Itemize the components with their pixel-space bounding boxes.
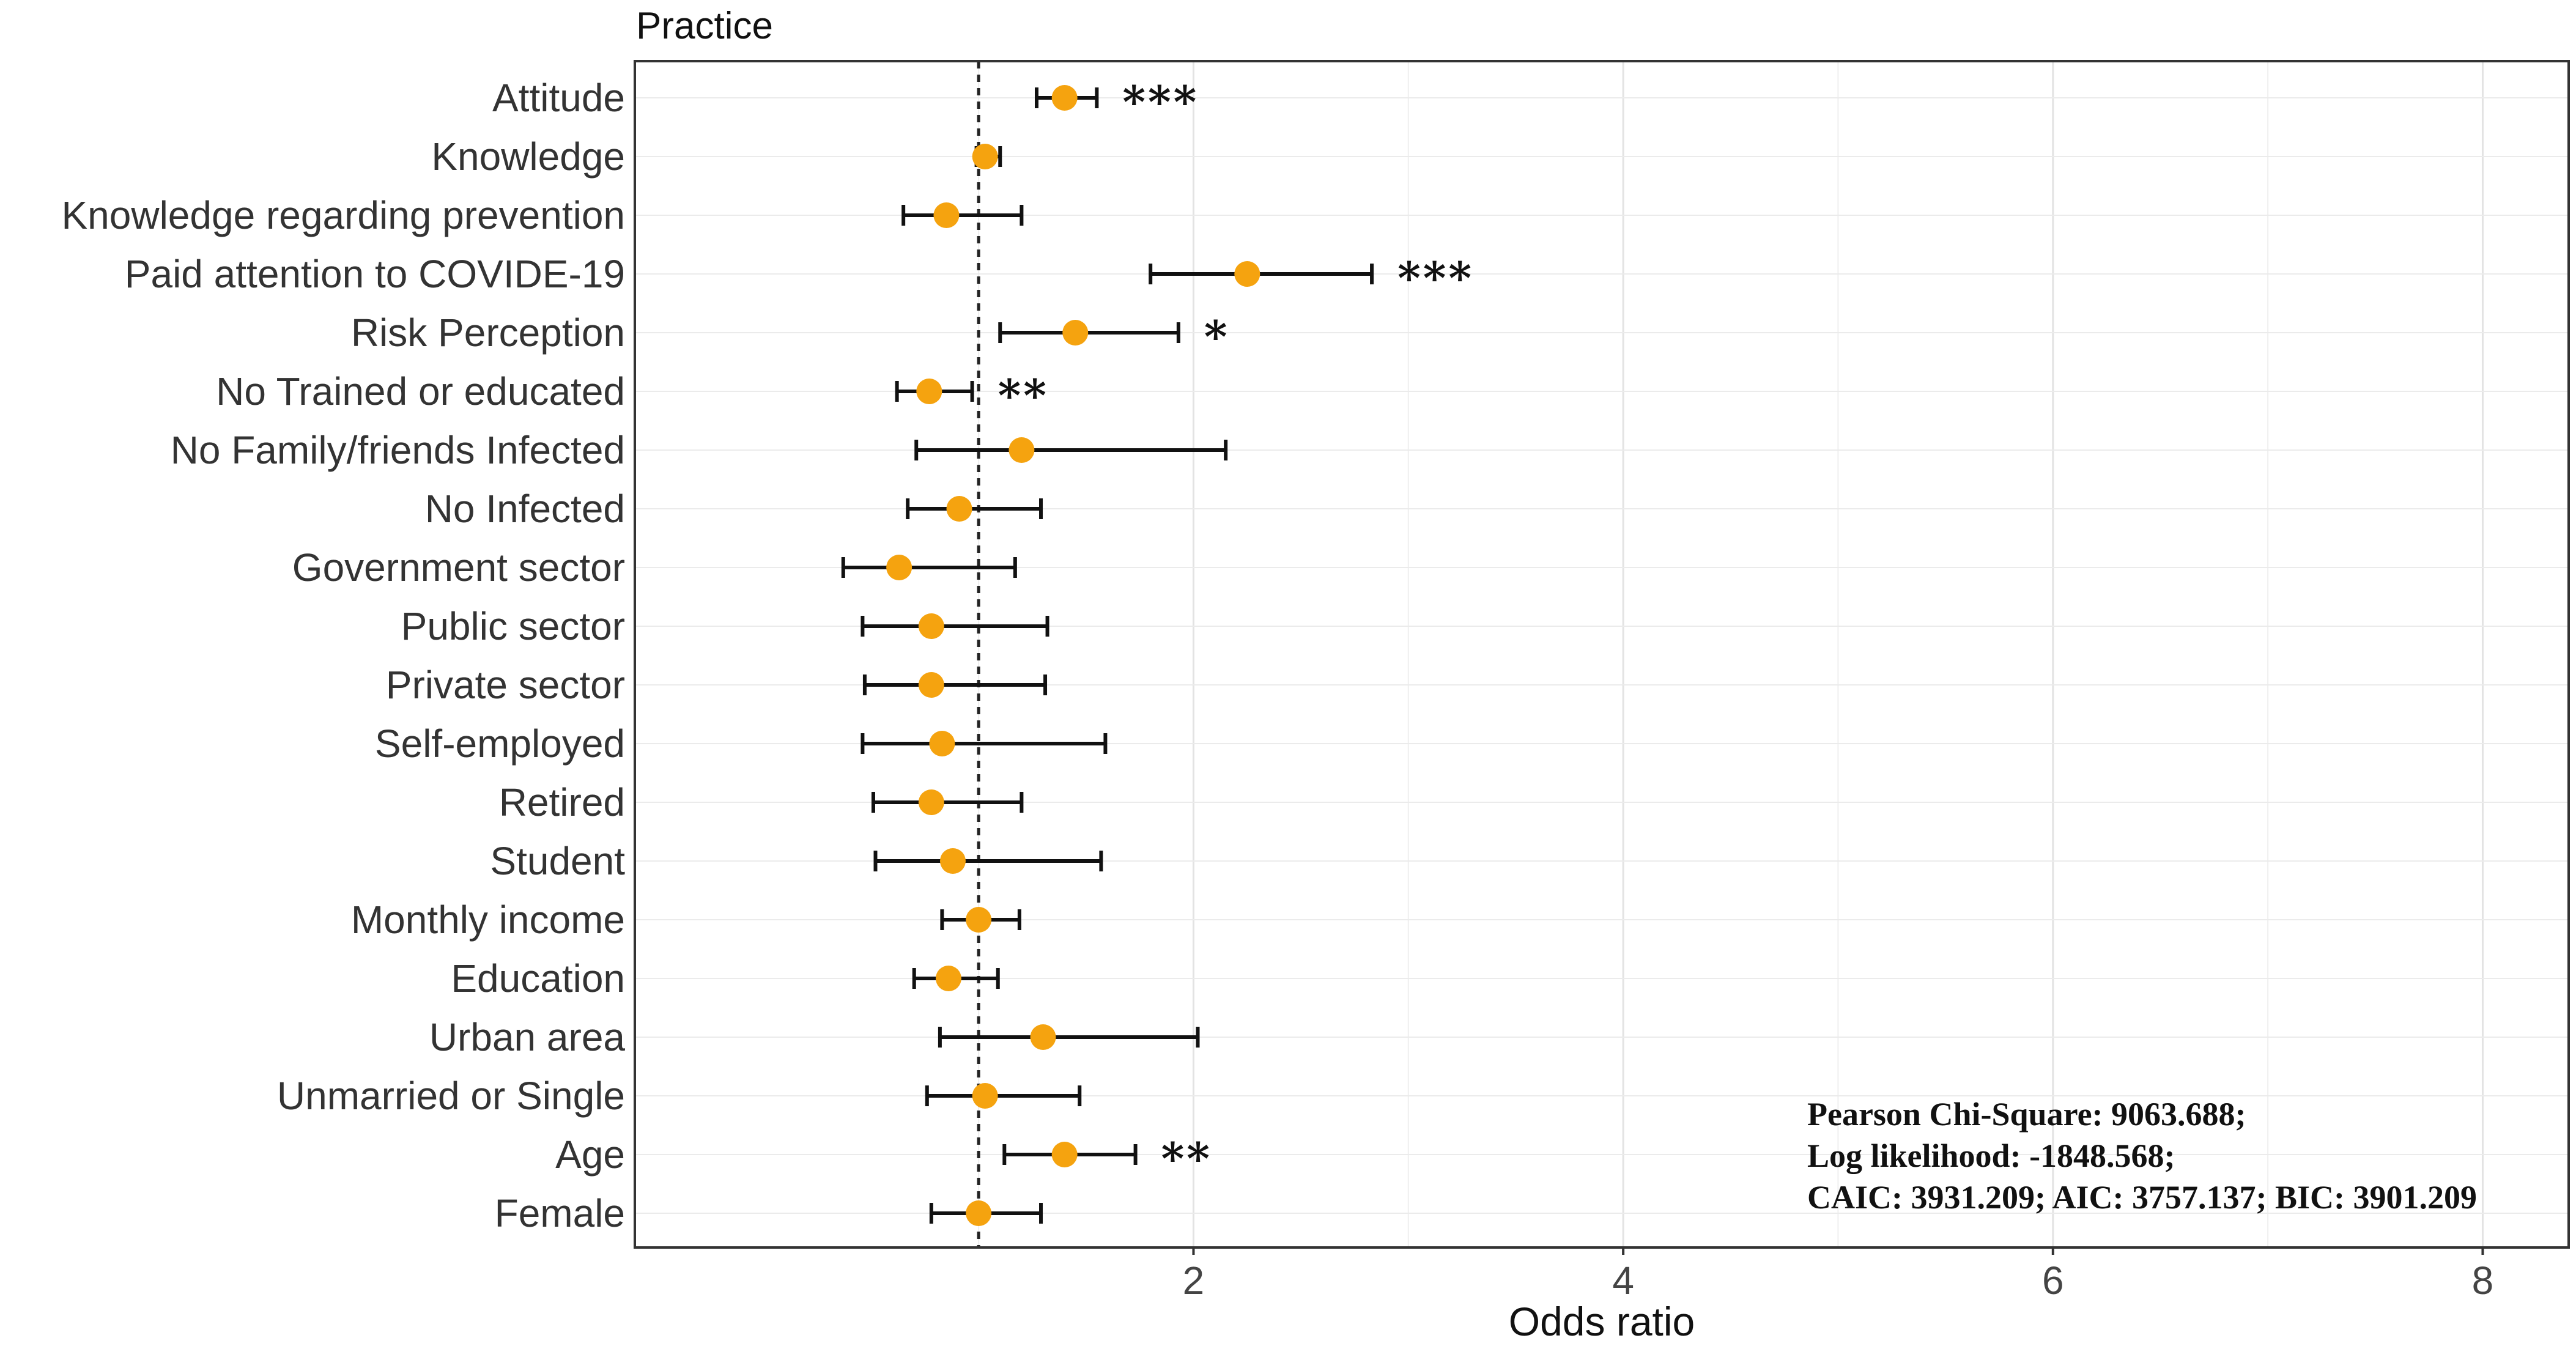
error-bar (1149, 264, 1374, 284)
error-bar (871, 792, 1024, 813)
odds-ratio-point (933, 202, 960, 228)
error-bar (862, 674, 1048, 695)
significance-marker: ** (1161, 1133, 1212, 1185)
error-bar (861, 616, 1049, 637)
odds-ratio-point (916, 379, 942, 404)
odds-ratio-point (939, 848, 966, 874)
error-bar (906, 498, 1043, 519)
odds-ratio-point (1030, 1024, 1056, 1050)
error-bar (873, 851, 1103, 871)
odds-ratio-point (972, 1083, 998, 1109)
chart-title: Practice (636, 5, 773, 47)
significance-marker: *** (1122, 76, 1199, 128)
y-axis-label: Self-employed (375, 722, 625, 766)
odds-ratio-point (972, 144, 998, 169)
error-bar (998, 322, 1180, 343)
y-axis-label: Female (495, 1191, 625, 1235)
x-tick-label: 8 (2472, 1258, 2494, 1303)
x-tick-label: 2 (1183, 1258, 1205, 1303)
y-axis-label: No Trained or educated (216, 369, 625, 413)
y-axis-label: Retired (499, 780, 625, 824)
y-axis-label: Risk Perception (351, 311, 625, 355)
error-bar (914, 440, 1228, 460)
y-axis-label: Education (451, 956, 625, 1000)
y-axis-label: Knowledge regarding prevention (61, 193, 625, 237)
significance-marker: * (1204, 311, 1230, 363)
y-axis-label: Knowledge (431, 135, 625, 179)
x-axis-label: Odds ratio (1509, 1299, 1695, 1344)
error-bars (841, 87, 1374, 1224)
grid-layer (635, 61, 2569, 1247)
annotation-line: CAIC: 3931.209; AIC: 3757.137; BIC: 3901… (1807, 1179, 2477, 1216)
y-axis-label: Private sector (386, 663, 625, 707)
odds-ratio-point (918, 672, 944, 698)
y-axis-label: Student (490, 839, 625, 883)
y-axis-label: Attitude (492, 76, 625, 120)
error-bar (861, 733, 1108, 754)
odds-ratio-point (886, 555, 912, 580)
annotation-line: Pearson Chi-Square: 9063.688; (1807, 1096, 2246, 1133)
error-bar (938, 1027, 1200, 1048)
odds-ratio-point (1051, 1142, 1078, 1167)
x-tick-label: 4 (1612, 1258, 1634, 1303)
significance-markers: *********** (998, 76, 1474, 1185)
odds-ratio-point (935, 966, 961, 991)
y-axis-label: Paid attention to COVIDE-19 (125, 252, 625, 296)
x-axis-ticks: 2 4 6 8 (1183, 1247, 2494, 1303)
model-fit-annotation: Pearson Chi-Square: 9063.688; Log likelih… (1807, 1096, 2477, 1216)
point-estimates (886, 85, 1260, 1226)
error-bar (841, 557, 1017, 578)
y-axis-label: No Family/friends Infected (171, 428, 625, 472)
odds-ratio-point (966, 1200, 992, 1226)
y-axis-label: No Infected (425, 487, 625, 531)
odds-ratio-point (1234, 261, 1260, 287)
odds-ratio-point (1062, 320, 1089, 346)
y-axis-label: Monthly income (351, 898, 625, 942)
odds-ratio-point (966, 907, 992, 933)
annotation-line: Log likelihood: -1848.568; (1807, 1137, 2175, 1174)
error-bar (901, 205, 1024, 226)
odds-ratio-point (918, 613, 944, 639)
y-axis-label: Unmarried or Single (277, 1074, 625, 1118)
odds-ratio-point (1051, 85, 1078, 111)
significance-marker: *** (1397, 252, 1474, 304)
y-axis-label: Government sector (292, 545, 625, 589)
y-axis-label: Urban area (429, 1015, 626, 1059)
x-tick-label: 6 (2042, 1258, 2064, 1303)
y-axis-label: Age (555, 1133, 625, 1177)
odds-ratio-point (946, 496, 972, 522)
error-bar (925, 1085, 1082, 1106)
plot-panel (634, 60, 2570, 1249)
odds-ratio-point (918, 789, 944, 815)
significance-marker: ** (998, 369, 1049, 421)
odds-ratio-point (929, 731, 955, 756)
y-axis-label: Public sector (401, 604, 625, 648)
odds-ratio-point (1009, 437, 1035, 463)
y-axis-labels: Attitude Knowledge Knowledge regarding pre… (61, 76, 625, 1235)
